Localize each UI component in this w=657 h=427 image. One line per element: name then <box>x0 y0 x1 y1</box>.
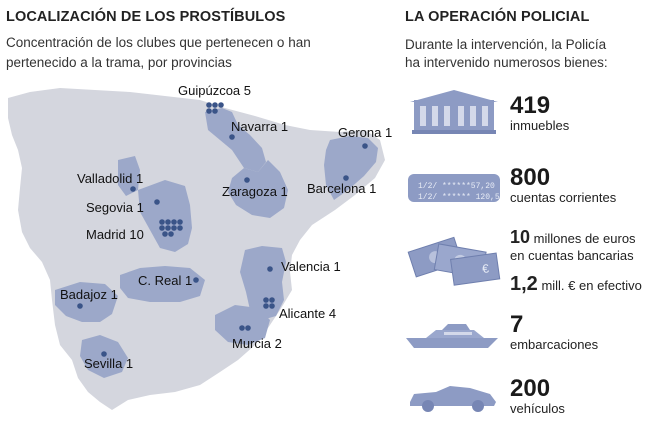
svg-text:€: € <box>481 261 490 276</box>
label-valladolid: Valladolid 1 <box>77 171 144 186</box>
spain-map <box>8 88 385 410</box>
stat-millones-number: 10 <box>510 227 531 247</box>
operation-subtitle-line2: ha intervenido numerosos bienes: <box>405 55 608 70</box>
region-murcia <box>215 305 270 345</box>
club-dot <box>229 134 235 140</box>
club-dot <box>245 325 251 331</box>
map-subtitle-line1: Concentración de los clubes que pertenec… <box>6 35 311 50</box>
club-dot <box>171 219 177 225</box>
stat-inmuebles-label: inmuebles <box>510 118 570 133</box>
club-dot <box>77 303 83 309</box>
map-title: LOCALIZACIÓN DE LOS PROSTÍBULOS <box>6 9 286 25</box>
region-zaragoza <box>228 160 288 218</box>
map-subtitle: Concentración de los clubes que pertenec… <box>6 33 311 73</box>
stat-cuentas: 800 cuentas corrientes <box>510 166 616 206</box>
operation-title: LA OPERACIÓN POLICIAL <box>405 9 590 25</box>
label-murcia: Murcia 2 <box>232 336 282 351</box>
label-valencia: Valencia 1 <box>281 259 341 274</box>
label-gerona: Gerona 1 <box>338 125 393 140</box>
club-dot <box>267 266 273 272</box>
club-dot <box>343 175 349 181</box>
card-line-2: 1/2/ ****** 120,50 <box>418 193 500 202</box>
label-navarra: Navarra 1 <box>231 119 289 134</box>
label-guipuzcoa: Guipúzcoa 5 <box>178 83 251 98</box>
stat-embarcaciones-number: 7 <box>510 311 524 338</box>
building-icon <box>410 90 498 134</box>
club-dot <box>269 297 275 303</box>
club-dot <box>218 102 224 108</box>
label-zaragoza: Zaragoza 1 <box>222 184 288 199</box>
club-dot <box>165 219 171 225</box>
club-dot <box>159 225 165 231</box>
club-dot <box>159 219 165 225</box>
club-dot <box>154 199 160 205</box>
club-dot <box>168 231 174 237</box>
stat-cuentas-number: 800 <box>510 164 551 191</box>
label-madrid: Madrid 10 <box>86 227 144 242</box>
club-dot <box>101 351 107 357</box>
club-dot <box>212 102 218 108</box>
stat-cuentas-label: cuentas corrientes <box>510 190 617 205</box>
stat-efectivo-label: mill. € en efectivo <box>541 278 642 293</box>
stat-millones-label-a: millones de euros <box>533 231 636 246</box>
region-cataluna <box>324 136 378 200</box>
region-guipuzcoa-navarra <box>205 108 266 172</box>
club-dot <box>130 186 136 192</box>
label-barcelona: Barcelona 1 <box>307 181 377 196</box>
bank-card-icon: 1/2/ ******57,20 1/2/ ****** 120,50 <box>408 174 500 202</box>
boat-icon <box>406 324 498 348</box>
region-badajoz <box>55 282 118 322</box>
region-ciudad-real <box>120 266 205 302</box>
club-dot <box>362 143 368 149</box>
stat-vehiculos: 200 vehículos <box>510 377 565 417</box>
club-dot <box>206 108 212 114</box>
club-dot <box>193 277 199 283</box>
club-dot <box>206 102 212 108</box>
club-dot <box>239 325 245 331</box>
car-icon <box>410 386 496 412</box>
club-dot <box>177 219 183 225</box>
label-alicante: Alicante 4 <box>279 306 337 321</box>
label-sevilla: Sevilla 1 <box>84 356 134 371</box>
region-segovia-madrid <box>138 180 192 252</box>
operation-subtitle: Durante la intervención, la Policía ha i… <box>405 36 608 72</box>
stat-vehiculos-number: 200 <box>510 375 551 402</box>
card-line-1: 1/2/ ******57,20 <box>418 182 495 191</box>
region-valladolid <box>118 156 140 196</box>
stat-vehiculos-label: vehículos <box>510 401 565 416</box>
club-dot <box>263 297 269 303</box>
label-segovia: Segovia 1 <box>86 200 144 215</box>
label-badajoz: Badajoz 1 <box>60 287 118 302</box>
stat-efectivo: 1,2 mill. € en efectivo <box>510 273 642 297</box>
club-dot <box>269 303 275 309</box>
stat-inmuebles-number: 419 <box>510 92 551 119</box>
map-subtitle-line2: pertenecido a la trama, por provincias <box>6 55 232 70</box>
stat-inmuebles: 419 inmuebles <box>510 94 569 134</box>
stat-millones-label-b: en cuentas bancarias <box>510 248 634 263</box>
club-dot <box>212 108 218 114</box>
club-dot <box>165 225 171 231</box>
stat-embarcaciones-label: embarcaciones <box>510 337 599 352</box>
region-valencia-alicante <box>240 246 286 320</box>
stat-embarcaciones: 7 embarcaciones <box>510 313 598 353</box>
club-dot <box>244 177 250 183</box>
club-dot <box>171 225 177 231</box>
label-ciudad-real: C. Real 1 <box>138 273 193 288</box>
club-dot <box>162 231 168 237</box>
stat-efectivo-number: 1,2 <box>510 273 538 295</box>
club-dot <box>177 225 183 231</box>
club-dots <box>77 102 368 357</box>
banknotes-icon: € <box>407 236 501 286</box>
stat-millones: 10 millones de euros en cuentas bancaria… <box>510 228 636 264</box>
club-dot <box>263 303 269 309</box>
spain-outline <box>8 88 385 410</box>
operation-subtitle-line1: Durante la intervención, la Policía <box>405 37 607 52</box>
